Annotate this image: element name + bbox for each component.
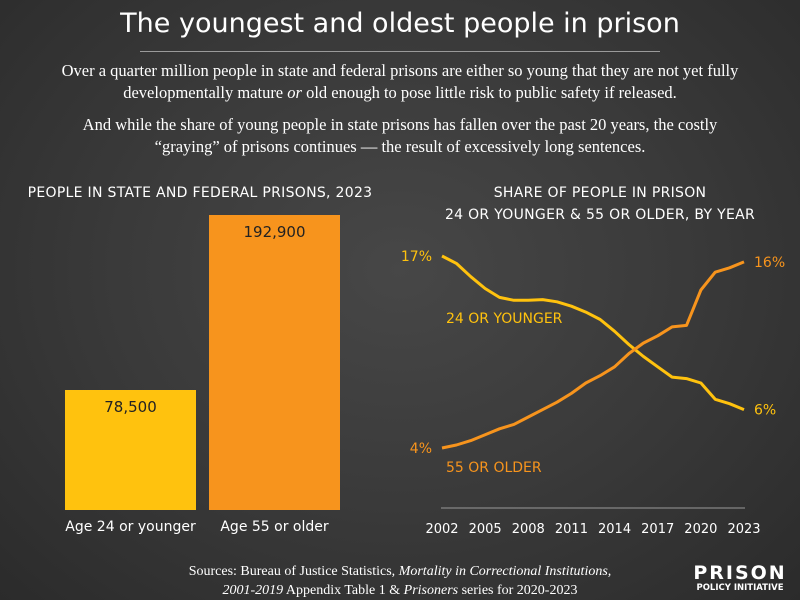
intro-paragraph-2: And while the share of young people in s… <box>82 115 718 156</box>
sources-note: Sources: Bureau of Justice Statistics, M… <box>150 562 650 600</box>
sources-text: series for 2020-2023 <box>458 583 578 598</box>
series-line-1 <box>441 260 745 450</box>
logo-line-1: PRISON <box>693 562 787 584</box>
bar-0 <box>65 389 196 510</box>
logo-line-2: POLICY INITIATIVE <box>696 583 784 593</box>
sources-title: Prisoners <box>403 583 459 598</box>
x-tick-label: 2014 <box>598 522 631 537</box>
x-tick-label: 2017 <box>641 522 674 537</box>
bar-value-label: 78,500 <box>104 397 157 416</box>
series-line-0 <box>441 254 745 411</box>
series-end-label: 6% <box>754 403 776 419</box>
bar-category-label: Age 55 or older <box>220 519 329 535</box>
series-name-label: 55 OR OLDER <box>446 460 542 476</box>
title-divider <box>140 51 660 52</box>
line-chart-title: SHARE OF PEOPLE IN PRISON <box>493 185 707 201</box>
intro-text: old enough to pose little risk to public… <box>301 83 677 102</box>
line-chart-subtitle: 24 OR YOUNGER & 55 OR OLDER, BY YEAR <box>444 207 756 223</box>
bar-1 <box>209 215 340 510</box>
bar-chart-title: PEOPLE IN STATE AND FEDERAL PRISONS, 202… <box>27 185 373 201</box>
sources-text: Appendix Table 1 & <box>283 583 404 598</box>
bar-category-label: Age 24 or younger <box>65 519 196 535</box>
series-name-label: 24 OR YOUNGER <box>446 311 563 327</box>
x-tick-label: 2020 <box>684 522 717 537</box>
x-tick-label: 2011 <box>555 522 588 537</box>
intro-paragraph-1: Over a quarter million people in state a… <box>60 60 740 104</box>
intro-text: Over a quarter million people in state a… <box>61 61 739 102</box>
bar-value-label: 192,900 <box>243 223 306 241</box>
sources-text: Sources: Bureau of Justice Statistics, <box>188 564 399 579</box>
x-tick-label: 2023 <box>727 522 760 537</box>
page-title: The youngest and oldest people in prison <box>120 8 680 39</box>
sources-title: Mortality in Correctional Institutions, <box>398 564 612 579</box>
series-end-label: 16% <box>754 255 785 271</box>
prison-policy-initiative-logo: PRISON POLICY INITIATIVE <box>690 563 790 594</box>
sources-years: 2001-2019 <box>222 583 284 598</box>
intro-emphasis: or <box>287 83 302 102</box>
x-tick-label: 2002 <box>425 522 458 537</box>
series-start-label: 4% <box>410 441 432 457</box>
series-start-label: 17% <box>401 249 432 265</box>
x-tick-label: 2005 <box>469 522 502 537</box>
x-tick-label: 2008 <box>512 522 545 537</box>
